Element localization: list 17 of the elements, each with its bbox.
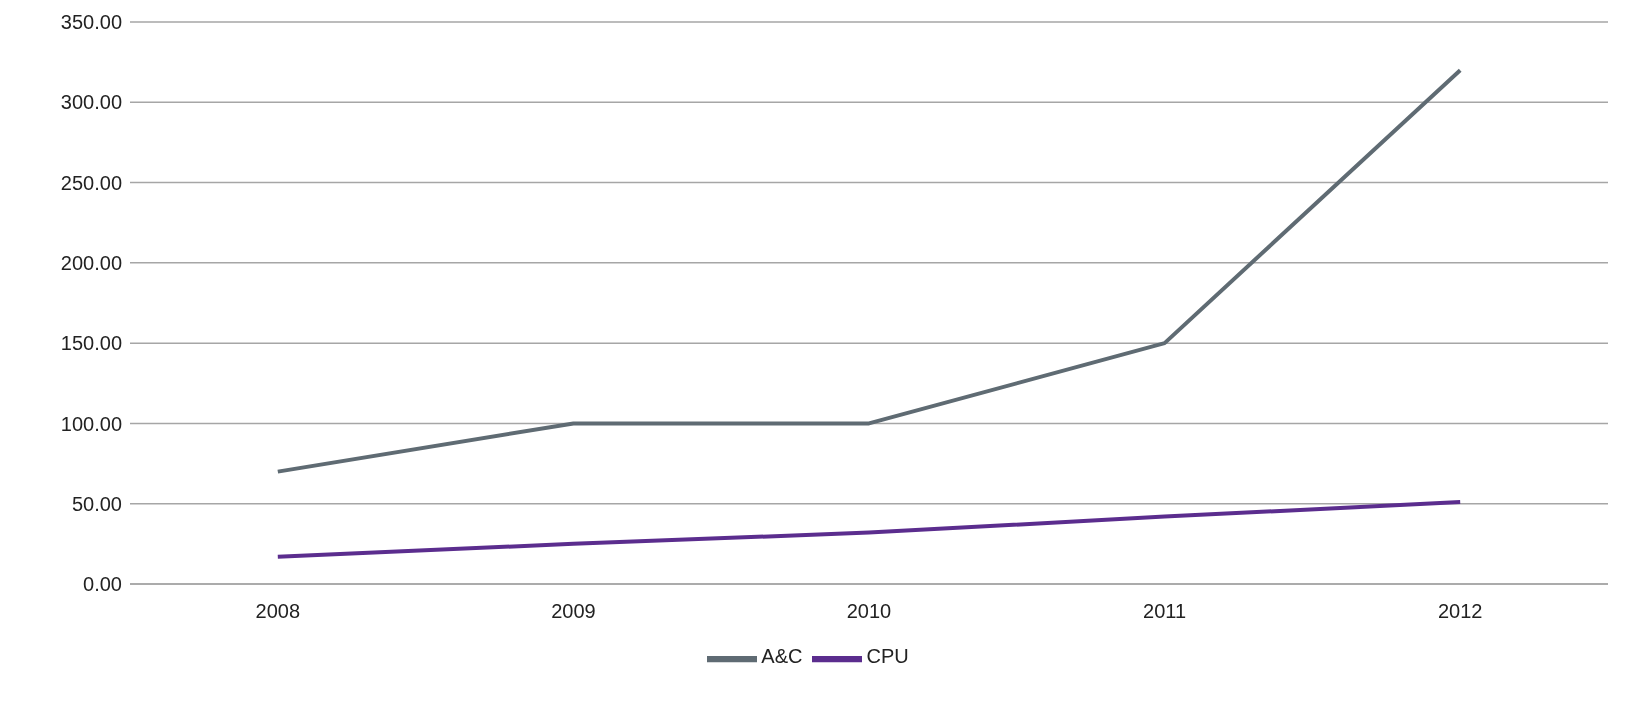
x-tick-label: 2009 — [551, 600, 596, 623]
x-tick-label: 2008 — [255, 600, 301, 623]
x-tick-label: 2010 — [846, 600, 892, 623]
y-tick-label: 200.00 — [60, 251, 122, 274]
y-tick-label: 350.00 — [60, 11, 122, 34]
x-tick-label: 2011 — [1143, 600, 1187, 623]
line-series — [275, 68, 1463, 474]
y-tick-label: 150.00 — [60, 332, 122, 355]
y-tick-label: 50.00 — [71, 492, 122, 515]
x-tick-label: 2012 — [1437, 600, 1483, 623]
legend-label: CPU — [866, 645, 909, 668]
legend-label: A&C — [761, 645, 803, 668]
y-tick-label: 250.00 — [60, 171, 122, 194]
y-tick-label: 100.00 — [60, 412, 122, 435]
y-tick-label: 0.00 — [83, 573, 122, 596]
line-series — [275, 500, 1463, 559]
y-tick-label: 300.00 — [60, 91, 122, 114]
